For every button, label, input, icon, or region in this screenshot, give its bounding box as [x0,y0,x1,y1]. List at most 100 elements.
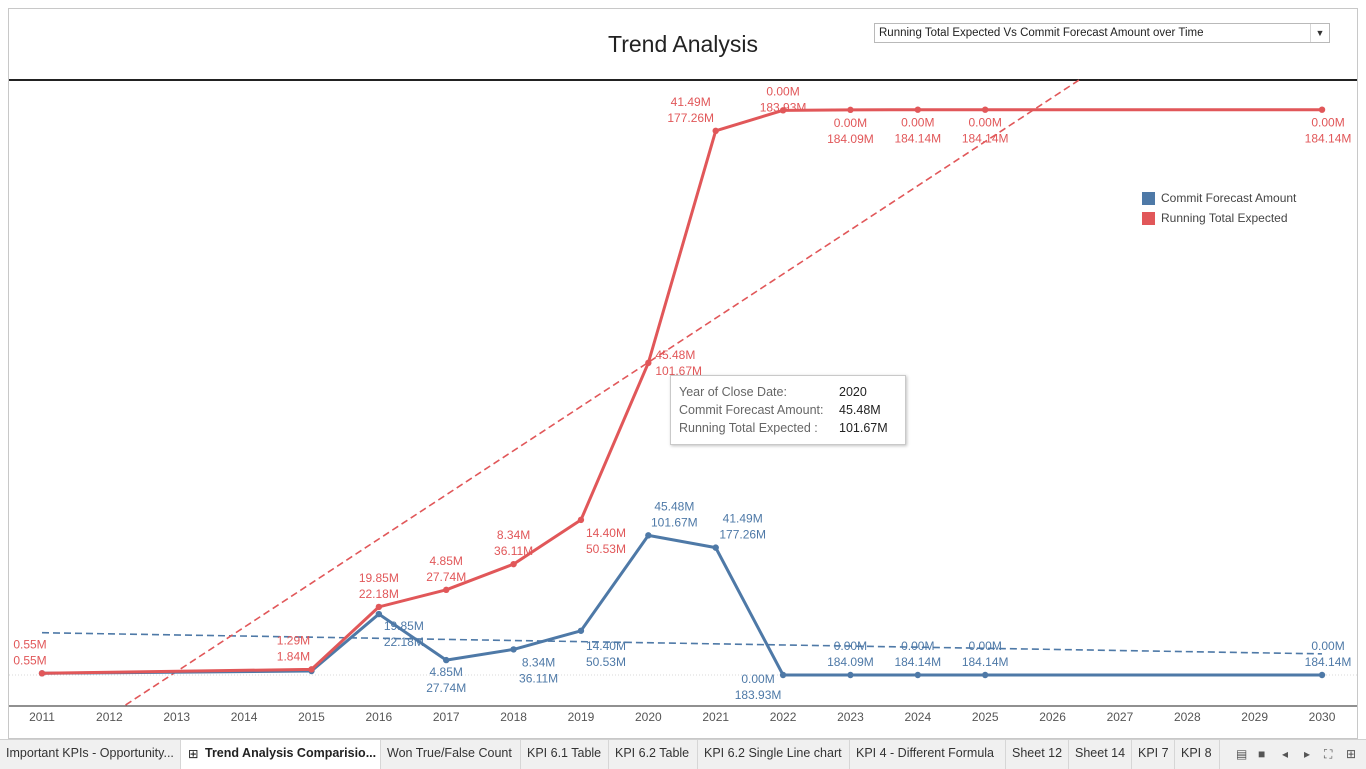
series-line-commit-forecast[interactable] [41,533,1323,677]
data-label-commit-forecast: 0.00M [834,639,867,653]
data-label-running-total: 184.14M [894,132,941,146]
data-point-running-total[interactable] [847,106,854,114]
x-tick-label: 2020 [635,710,662,724]
x-tick-label: 2018 [500,710,527,724]
tab-kpi-6-1-table[interactable]: KPI 6.1 Table [521,740,609,769]
data-label-running-total: 184.09M [827,132,874,146]
sheet-tab-bar: Important KPIs - Opportunity... ⊞ Trend … [0,739,1366,769]
data-point-commit-forecast[interactable] [779,671,787,679]
data-label-running-total: 8.34M [497,528,530,542]
tab-trend-analysis[interactable]: ⊞ Trend Analysis Comparisio... [181,740,381,769]
tab-kpi-6-2-table[interactable]: KPI 6.2 Table [609,740,698,769]
trend-line-running-total [125,79,1080,706]
data-point-commit-forecast[interactable] [847,671,854,679]
legend-item-commit-forecast[interactable]: Commit Forecast Amount [1142,188,1296,208]
x-tick-label: 2021 [702,710,729,724]
data-point-commit-forecast[interactable] [914,671,922,679]
data-label-running-total: 0.55M [13,653,46,667]
x-tick-label: 2011 [29,710,55,724]
tab-sheet-14[interactable]: Sheet 14 [1069,740,1132,769]
data-label-running-total: 0.00M [1311,116,1344,130]
chevron-down-icon[interactable]: ▼ [1310,24,1329,42]
dashboard-header [9,9,1357,81]
x-tick-label: 2012 [96,710,123,724]
trend-line-commit-forecast [41,631,1323,655]
tab-trend-analysis-label: Trend Analysis Comparisio... [205,746,377,760]
data-point-running-total[interactable] [510,560,517,568]
x-tick-label: 2024 [904,710,931,724]
data-label-commit-forecast: 22.18M [384,635,424,649]
legend-label-commit-forecast: Commit Forecast Amount [1161,191,1297,205]
fullscreen-icon[interactable]: ⛶ [1324,747,1333,761]
next-sheet-icon[interactable]: ▸ [1304,747,1311,761]
x-tick-label: 2019 [568,710,595,724]
tooltip-row-year: Year of Close Date: 2020 [679,385,867,403]
data-point-commit-forecast[interactable] [712,544,719,551]
data-label-commit-forecast: 177.26M [719,528,766,542]
tooltip-value-commit: 45.48M [839,403,881,417]
data-point-running-total[interactable] [375,603,383,611]
data-label-commit-forecast: 27.74M [426,681,466,695]
tooltip-key-commit: Commit Forecast Amount: [679,403,824,417]
data-label-running-total: 41.49M [671,95,711,109]
x-tick-label: 2030 [1309,710,1336,724]
data-point-running-total[interactable] [1318,106,1326,113]
data-point-running-total[interactable] [645,359,652,367]
data-point-running-total[interactable] [981,106,989,113]
data-point-commit-forecast[interactable] [577,627,585,634]
legend-item-running-total[interactable]: Running Total Expected [1142,208,1296,228]
tab-kpi-4-different-formula[interactable]: KPI 4 - Different Formula [850,740,1006,769]
data-label-commit-forecast: 8.34M [522,655,555,669]
tab-important-kpis[interactable]: Important KPIs - Opportunity... [0,740,181,769]
data-label-commit-forecast: 36.11M [519,671,558,685]
data-label-running-total: 36.11M [494,544,533,558]
tab-kpi-6-2-single-line[interactable]: KPI 6.2 Single Line chart [698,740,850,769]
data-label-running-total: 184.14M [1305,132,1352,146]
data-point-running-total[interactable] [779,107,787,114]
data-label-running-total: 27.74M [426,570,466,584]
grid-view-icon[interactable]: ⊞ [1346,747,1357,761]
legend-swatch-commit-forecast [1142,191,1155,205]
data-label-commit-forecast: 101.67M [651,515,698,529]
prev-sheet-icon[interactable]: ◂ [1282,747,1289,761]
measure-selector-value: Running Total Expected Vs Commit Forecas… [879,27,1204,39]
data-label-running-total: 22.18M [359,587,399,601]
data-label-running-total: 4.85M [430,554,463,568]
measure-selector-dropdown[interactable]: Running Total Expected Vs Commit Forecas… [874,23,1330,43]
data-label-commit-forecast: 45.48M [654,499,694,513]
tooltip-key-year: Year of Close Date: [679,385,787,399]
show-tabs-icon[interactable]: ■ [1258,747,1266,761]
data-point-running-total[interactable] [712,127,719,135]
legend-swatch-running-total [1142,211,1155,225]
x-tick-label: 2015 [298,710,325,724]
tooltip-value-running: 101.67M [839,421,888,435]
tab-kpi-8[interactable]: KPI 8 [1175,740,1220,769]
data-point-running-total[interactable] [308,666,315,673]
data-point-commit-forecast[interactable] [1318,671,1326,679]
tab-kpi-7[interactable]: KPI 7 [1132,740,1175,769]
data-label-running-total: 45.48M [655,348,695,362]
data-point-commit-forecast[interactable] [510,646,517,653]
data-point-commit-forecast[interactable] [443,656,450,664]
data-label-running-total: 177.26M [667,111,714,125]
data-point-running-total[interactable] [38,670,46,677]
data-point-commit-forecast[interactable] [375,610,383,618]
data-label-commit-forecast: 14.40M [586,639,626,653]
data-point-commit-forecast[interactable] [981,671,989,679]
data-label-running-total: 50.53M [586,542,626,556]
data-label-commit-forecast: 184.09M [827,655,874,669]
data-point-commit-forecast[interactable] [645,532,652,539]
data-point-running-total[interactable] [914,106,922,113]
tooltip-row-commit: Commit Forecast Amount: 45.48M [679,403,881,421]
tab-sheet-12[interactable]: Sheet 12 [1006,740,1069,769]
data-label-running-total: 184.14M [962,132,1009,146]
tab-won-true-false[interactable]: Won True/False Count [381,740,521,769]
data-point-running-total[interactable] [577,516,585,524]
data-label-commit-forecast: 41.49M [723,512,763,526]
data-label-running-total: 183.93M [760,100,807,114]
x-tick-label: 2025 [972,710,999,724]
tooltip-key-running: Running Total Expected : [679,421,818,435]
data-point-running-total[interactable] [443,586,450,594]
dashboard-container [8,8,1358,739]
show-filmstrip-icon[interactable]: ▤ [1236,747,1248,761]
